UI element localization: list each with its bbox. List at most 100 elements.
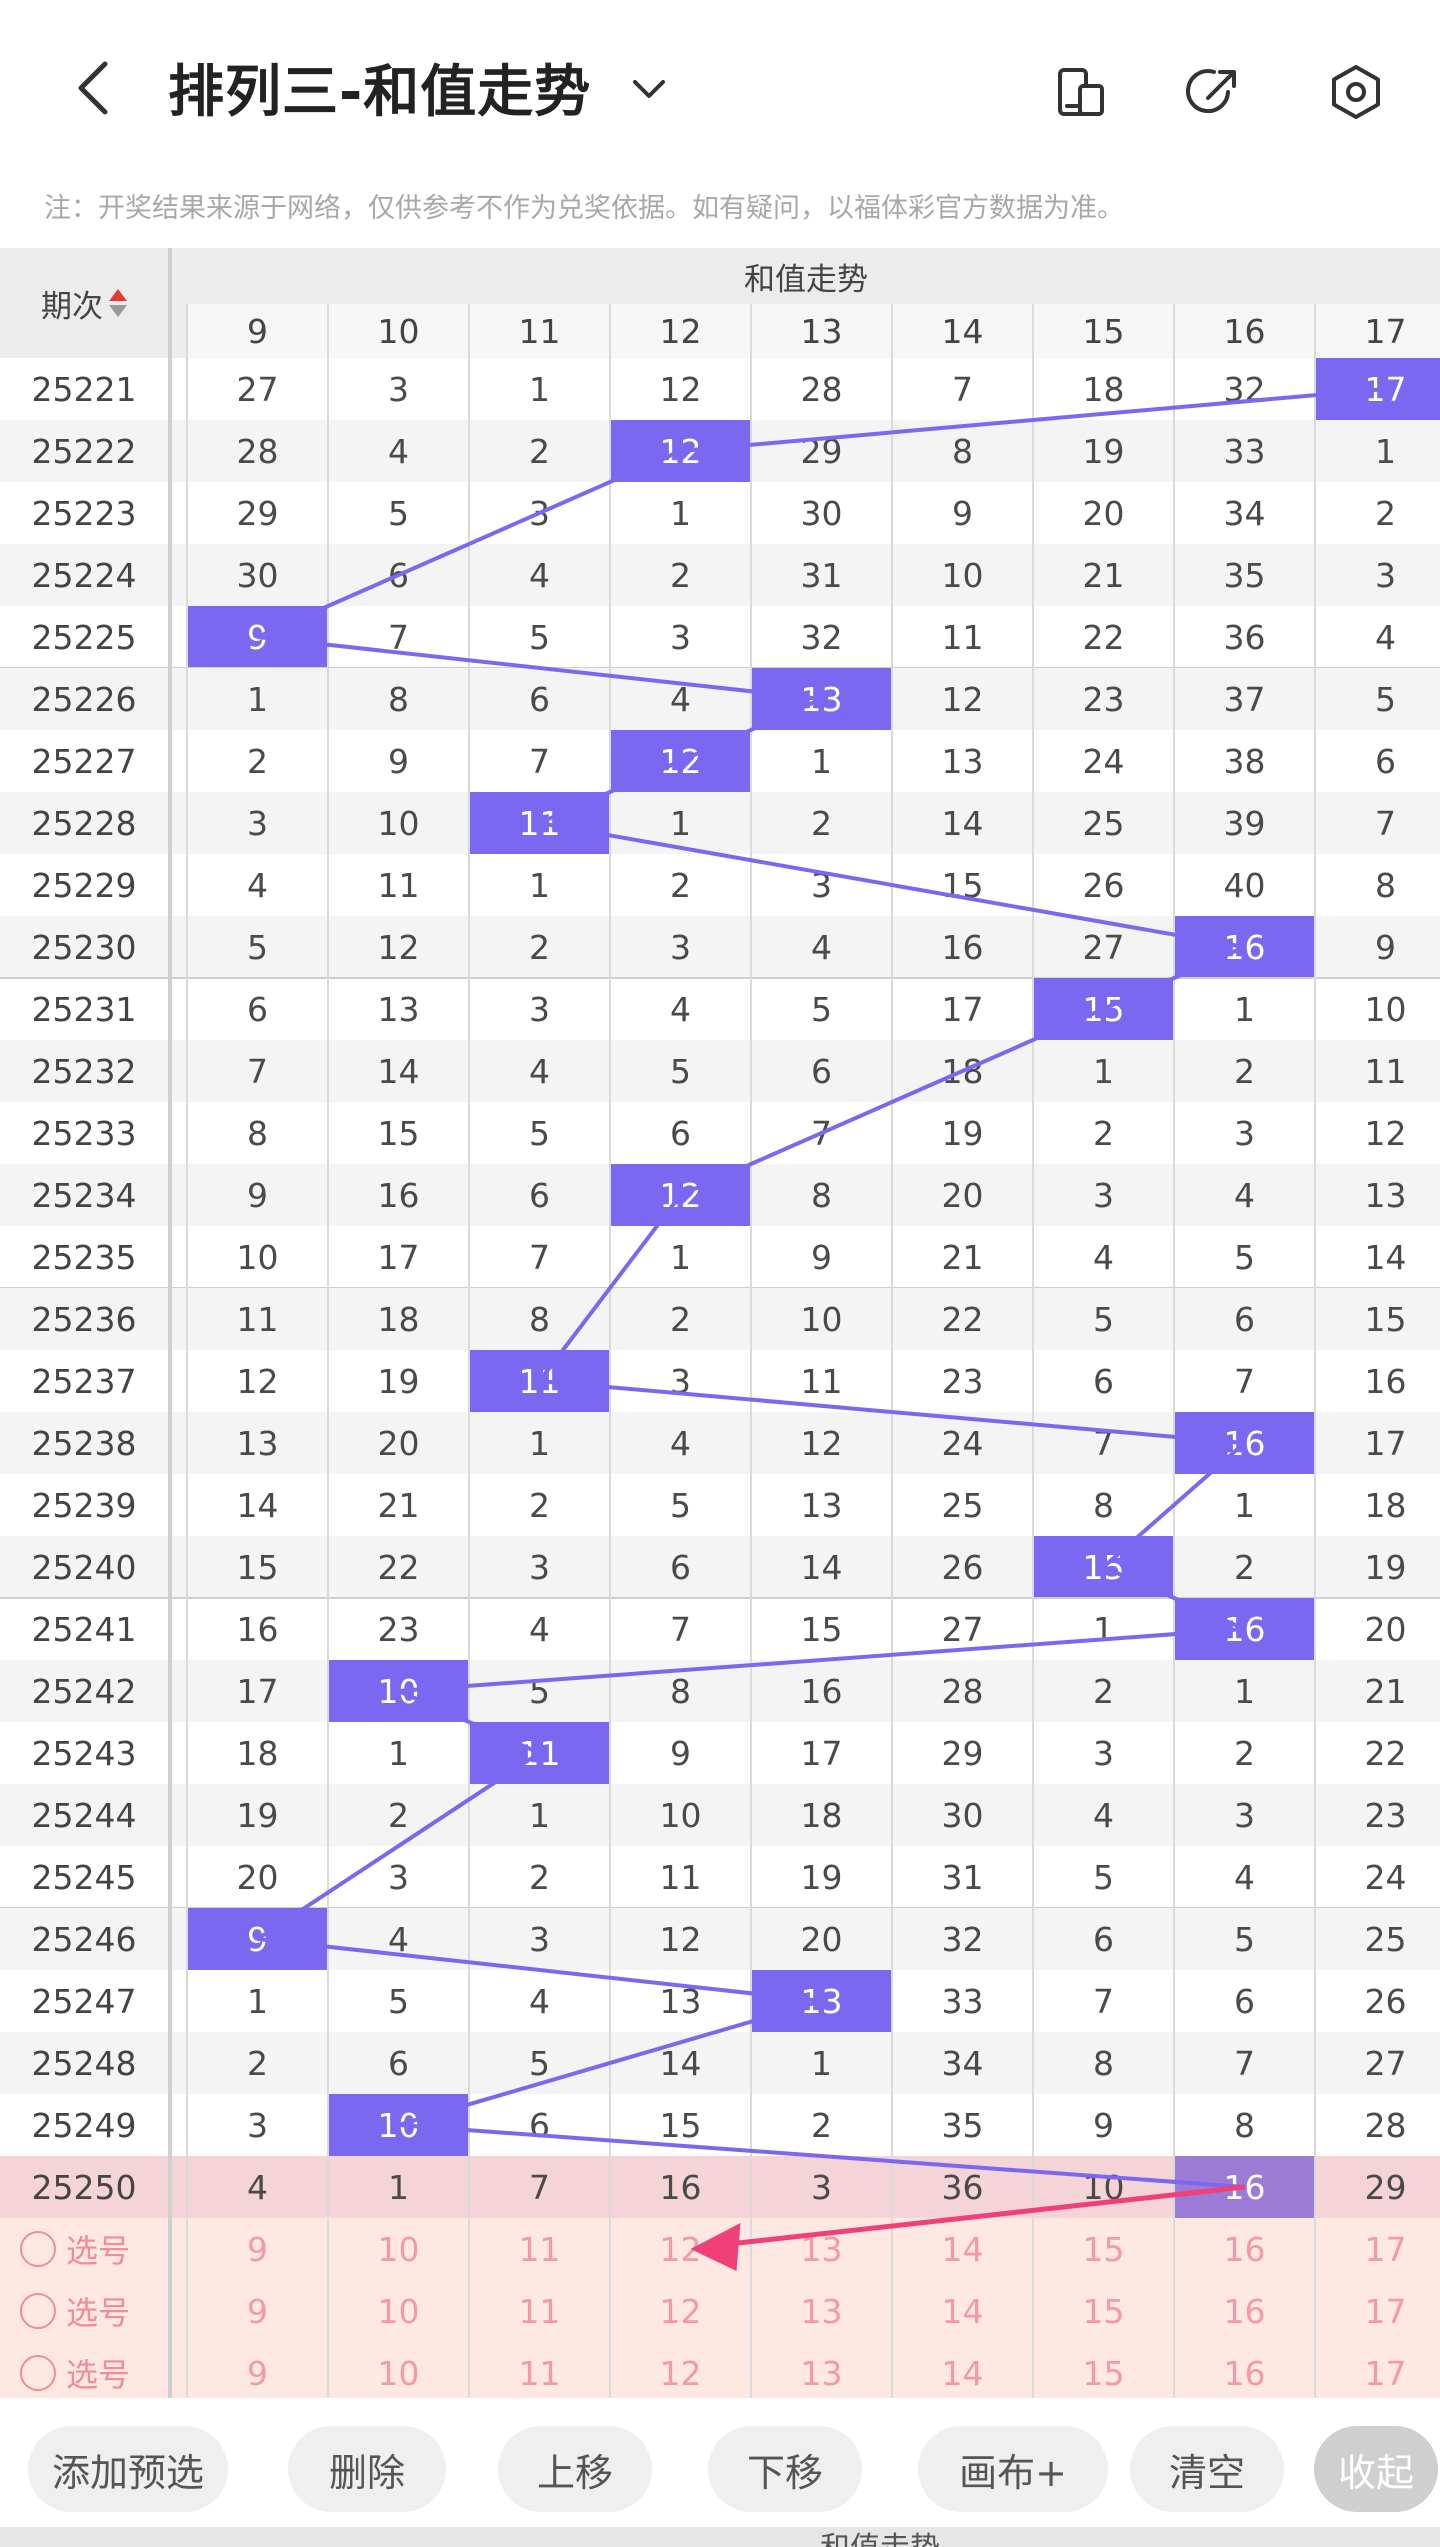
value-cell: 3 <box>1375 555 1396 595</box>
pick-cell[interactable]: 15 <box>1082 2291 1125 2331</box>
period-cell: 25238 <box>31 1423 137 1463</box>
pick-select[interactable]: 选号 <box>20 2218 170 2280</box>
pick-select[interactable]: 选号 <box>20 2280 170 2342</box>
value-cell: 29 <box>1364 2167 1407 2207</box>
group-header: 和值走势 <box>744 261 868 298</box>
pick-cell[interactable]: 10 <box>377 2291 420 2331</box>
value-cell: 25 <box>941 1485 984 1525</box>
radio-circle-icon[interactable] <box>20 2355 56 2391</box>
pick-cell[interactable]: 10 <box>377 2229 420 2269</box>
pick-row: 选号 9 10 11 12 13 14 15 16 17 <box>0 2218 1440 2280</box>
pick-cell[interactable]: 14 <box>941 2229 984 2269</box>
value-cell: 10 <box>236 1237 279 1277</box>
value-cell: 1 <box>811 2043 832 2083</box>
value-cell: 28 <box>800 369 843 409</box>
pick-cell[interactable]: 14 <box>941 2291 984 2331</box>
value-cell: 19 <box>377 1361 420 1401</box>
trend-lines <box>256 387 1386 2271</box>
radio-circle-icon[interactable] <box>20 2293 56 2329</box>
value-cell: 12 <box>659 369 702 409</box>
bottom-toolbar: 添加预选 删除 上移 下移 画布+ 清空 收起 <box>0 2398 1440 2528</box>
table-row: 25227 2 9 7 12 1 13 24 38 6 <box>0 730 1440 792</box>
column-divider <box>1032 304 1034 2398</box>
value-cell: 6 <box>1375 741 1396 781</box>
pick-cell[interactable]: 12 <box>659 2291 702 2331</box>
trend-line-segment <box>397 1999 823 2127</box>
next-table-label: 和值走势 <box>820 2527 940 2547</box>
value-cell: 1 <box>247 1981 268 2021</box>
canvas-plus-button[interactable]: 画布+ <box>918 2426 1108 2512</box>
pick-cell[interactable]: 14 <box>941 2353 984 2393</box>
value-cell: 3 <box>529 1919 550 1959</box>
value-cell: 23 <box>1082 679 1125 719</box>
pick-cell[interactable]: 16 <box>1223 2291 1266 2331</box>
value-cell: 24 <box>1364 1857 1407 1897</box>
drag-arrow-line <box>720 2184 1245 2248</box>
sort-icon[interactable] <box>109 287 127 319</box>
page-title[interactable]: 排列三-和值走势 <box>168 59 592 125</box>
value-cell: 3 <box>811 2167 832 2207</box>
pick-cell[interactable]: 16 <box>1223 2229 1266 2269</box>
pick-cell[interactable]: 15 <box>1082 2353 1125 2393</box>
back-button[interactable] <box>58 48 128 128</box>
move-up-button[interactable]: 上移 <box>498 2426 652 2512</box>
column-divider <box>750 304 752 2398</box>
pick-cell[interactable]: 9 <box>247 2229 268 2269</box>
value-cell: 16 <box>236 1609 279 1649</box>
value-cell: 3 <box>529 989 550 1029</box>
settings-button[interactable] <box>1316 52 1396 132</box>
value-cell: 8 <box>388 679 409 719</box>
pick-cell[interactable]: 17 <box>1364 2353 1407 2393</box>
value-cell: 20 <box>377 1423 420 1463</box>
value-cell: 18 <box>236 1733 279 1773</box>
pick-cell[interactable]: 11 <box>518 2353 561 2393</box>
pick-cell[interactable]: 11 <box>518 2229 561 2269</box>
pick-cell[interactable]: 13 <box>800 2353 843 2393</box>
clear-button[interactable]: 清空 <box>1130 2426 1284 2512</box>
pick-cell[interactable]: 15 <box>1082 2229 1125 2269</box>
pick-cell[interactable]: 9 <box>247 2291 268 2331</box>
pick-cell[interactable]: 16 <box>1223 2353 1266 2393</box>
pick-cell[interactable]: 12 <box>659 2353 702 2393</box>
trend-line-segment <box>679 1007 1105 1197</box>
delete-button[interactable]: 删除 <box>288 2426 446 2512</box>
trend-line-segment <box>398 2123 1245 2189</box>
value-cell: 28 <box>1364 2105 1407 2145</box>
table-row: 25232714456181211 <box>0 1040 1440 1102</box>
value-cell: 5 <box>388 493 409 533</box>
share-button[interactable] <box>1174 52 1254 132</box>
period-header[interactable]: 期次 <box>0 248 168 358</box>
value-cell: 27 <box>236 369 279 409</box>
pick-cell[interactable]: 17 <box>1364 2291 1407 2331</box>
value-cell: 1 <box>1093 1051 1114 1091</box>
move-down-button[interactable]: 下移 <box>708 2426 862 2512</box>
table-row: 25240 15 22 3 6 14 26 15 2 19 <box>0 1536 1440 1598</box>
value-cell: 3 <box>1093 1733 1114 1773</box>
pick-cell[interactable]: 10 <box>377 2353 420 2393</box>
add-preselect-button[interactable]: 添加预选 <box>28 2426 228 2512</box>
value-cell: 14 <box>236 1485 279 1525</box>
column-divider <box>327 304 329 2398</box>
pick-cell[interactable]: 9 <box>247 2353 268 2393</box>
value-cell: 15 <box>236 1547 279 1587</box>
layout-toggle-button[interactable] <box>1040 52 1120 132</box>
radio-circle-icon[interactable] <box>20 2231 56 2267</box>
chevron-left-icon <box>78 61 108 115</box>
collapse-button[interactable]: 收起 <box>1314 2426 1438 2512</box>
value-cell: 22 <box>1082 617 1125 657</box>
pick-cell[interactable]: 13 <box>800 2291 843 2331</box>
title-dropdown-button[interactable] <box>624 64 674 114</box>
value-cell: 4 <box>529 1609 550 1649</box>
value-cell: 12 <box>941 679 984 719</box>
pick-cell[interactable]: 17 <box>1364 2229 1407 2269</box>
column-header: 13 <box>751 304 892 358</box>
value-cell: 27 <box>1364 2043 1407 2083</box>
trend-line-segment <box>679 697 823 763</box>
table-row: 25222 28 4 2 12 29 8 19 33 1 <box>0 420 1440 482</box>
period-cell: 25225 <box>31 617 137 657</box>
value-cell: 20 <box>941 1175 984 1215</box>
pick-cell[interactable]: 11 <box>518 2291 561 2331</box>
value-cell: 6 <box>247 989 268 1029</box>
value-cell: 4 <box>1234 1175 1255 1215</box>
pick-select[interactable]: 选号 <box>20 2342 170 2404</box>
